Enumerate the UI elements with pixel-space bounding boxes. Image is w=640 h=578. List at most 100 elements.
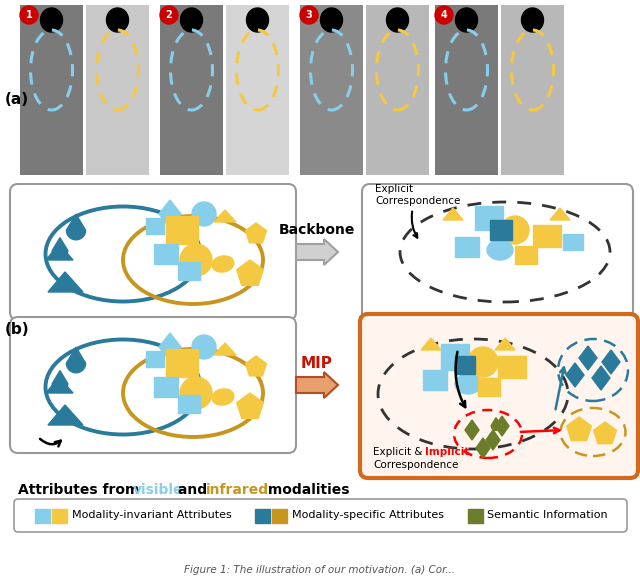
- Text: 1: 1: [26, 10, 33, 20]
- Bar: [255, 509, 270, 523]
- Circle shape: [501, 216, 529, 244]
- Bar: [366, 5, 429, 175]
- Text: Correspondence: Correspondence: [373, 460, 458, 470]
- Polygon shape: [593, 422, 616, 444]
- Text: Explicit
Correspondence: Explicit Correspondence: [375, 184, 460, 238]
- Polygon shape: [421, 338, 441, 350]
- Circle shape: [180, 244, 212, 276]
- Ellipse shape: [40, 8, 63, 32]
- Text: (b): (b): [5, 323, 29, 338]
- Ellipse shape: [246, 8, 269, 32]
- FancyBboxPatch shape: [14, 499, 627, 532]
- Bar: [423, 370, 447, 390]
- Bar: [146, 351, 164, 367]
- Text: MIP: MIP: [301, 355, 333, 370]
- FancyBboxPatch shape: [362, 184, 633, 320]
- Bar: [146, 218, 164, 234]
- Polygon shape: [52, 370, 68, 391]
- Bar: [178, 395, 200, 413]
- Bar: [501, 5, 564, 175]
- Polygon shape: [550, 208, 570, 220]
- Polygon shape: [566, 417, 591, 440]
- Polygon shape: [465, 420, 479, 440]
- Bar: [166, 349, 198, 377]
- Text: Modality-invariant Attributes: Modality-invariant Attributes: [72, 510, 232, 521]
- Circle shape: [468, 347, 498, 377]
- Circle shape: [435, 6, 453, 24]
- Polygon shape: [159, 200, 181, 228]
- Bar: [478, 378, 500, 396]
- Bar: [160, 5, 223, 175]
- Polygon shape: [486, 430, 500, 450]
- Bar: [35, 509, 50, 523]
- Ellipse shape: [456, 8, 477, 32]
- FancyArrow shape: [296, 372, 338, 398]
- Polygon shape: [46, 244, 73, 260]
- Polygon shape: [67, 214, 86, 240]
- Bar: [272, 509, 287, 523]
- Bar: [441, 344, 469, 370]
- Bar: [52, 509, 67, 523]
- Text: Backbone: Backbone: [279, 223, 355, 237]
- Text: Semantic Information: Semantic Information: [487, 510, 607, 521]
- Ellipse shape: [522, 8, 543, 32]
- Text: 2: 2: [166, 10, 172, 20]
- Polygon shape: [237, 393, 263, 418]
- Bar: [533, 225, 561, 247]
- Bar: [498, 356, 526, 378]
- Polygon shape: [214, 210, 236, 222]
- Bar: [515, 246, 537, 264]
- Bar: [226, 5, 289, 175]
- Polygon shape: [566, 363, 584, 387]
- Text: Modality-specific Attributes: Modality-specific Attributes: [292, 510, 444, 521]
- Polygon shape: [495, 416, 509, 436]
- Circle shape: [180, 377, 212, 409]
- Bar: [154, 377, 178, 397]
- Ellipse shape: [212, 389, 234, 405]
- Bar: [86, 5, 149, 175]
- Text: infrared: infrared: [206, 483, 269, 497]
- Polygon shape: [492, 417, 501, 431]
- Text: modalities: modalities: [263, 483, 349, 497]
- Bar: [475, 206, 503, 230]
- Text: Implicit: Implicit: [425, 447, 469, 457]
- Ellipse shape: [455, 374, 481, 394]
- Text: (a): (a): [5, 92, 29, 108]
- Text: visible: visible: [133, 483, 184, 497]
- Text: Attributes from: Attributes from: [18, 483, 144, 497]
- Polygon shape: [214, 343, 236, 355]
- Ellipse shape: [212, 256, 234, 272]
- Bar: [166, 216, 198, 244]
- Circle shape: [192, 202, 216, 226]
- FancyBboxPatch shape: [360, 314, 638, 478]
- Polygon shape: [602, 350, 620, 374]
- Polygon shape: [46, 377, 73, 393]
- Bar: [435, 5, 498, 175]
- Text: Explicit &: Explicit &: [373, 447, 426, 457]
- Polygon shape: [52, 238, 68, 258]
- FancyBboxPatch shape: [10, 317, 296, 453]
- Polygon shape: [443, 208, 463, 220]
- Bar: [300, 5, 363, 175]
- Bar: [563, 234, 583, 250]
- Text: Figure 1: The illustration of our motivation. (a) Cor...: Figure 1: The illustration of our motiva…: [184, 565, 456, 575]
- Text: 3: 3: [306, 10, 312, 20]
- Ellipse shape: [180, 8, 202, 32]
- Bar: [178, 262, 200, 280]
- Ellipse shape: [387, 8, 408, 32]
- Circle shape: [20, 6, 38, 24]
- Bar: [455, 356, 475, 374]
- Ellipse shape: [487, 240, 513, 260]
- Polygon shape: [246, 223, 266, 243]
- Polygon shape: [159, 333, 181, 361]
- Polygon shape: [48, 272, 83, 292]
- Polygon shape: [237, 260, 263, 286]
- Circle shape: [192, 335, 216, 359]
- Bar: [490, 220, 512, 240]
- Polygon shape: [476, 438, 490, 458]
- Polygon shape: [48, 405, 83, 425]
- Text: 4: 4: [440, 10, 447, 20]
- FancyArrow shape: [296, 239, 338, 265]
- Ellipse shape: [106, 8, 129, 32]
- Bar: [468, 509, 483, 523]
